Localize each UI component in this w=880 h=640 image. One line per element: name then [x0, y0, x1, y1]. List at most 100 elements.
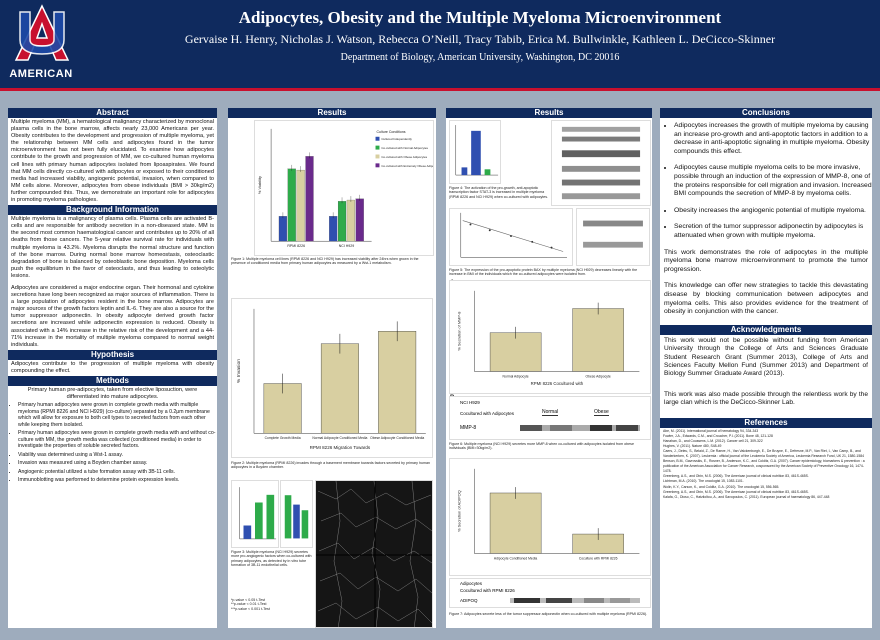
logo-wordmark: AMERICAN [9, 68, 73, 80]
legend-swatch [375, 145, 380, 150]
pvalue-note: **p-value < 0.01 t-Test [231, 602, 267, 607]
abstract-heading: Abstract [8, 108, 217, 118]
category-label: Coculture with RPMI 8226 [579, 556, 618, 560]
category-label: Adipocyte Conditioned Media [494, 556, 537, 560]
legend-swatch [375, 163, 380, 168]
results-column-left: Results % Viability RPMI 8226 NCI H929 Cult… [228, 108, 436, 628]
pvalue-note: *p-value < 0.05 t-Test [231, 598, 266, 602]
abstract-text: Multiple myeloma (MM), a hematological m… [11, 119, 215, 204]
category-label: Complete Growth Media [265, 436, 301, 440]
methods-item: Viability was determined using a Wst-1 a… [18, 452, 217, 459]
data-bar [489, 332, 542, 372]
data-bar [278, 216, 287, 242]
data-bar [378, 331, 417, 434]
legend-label: Co-cultured with Extremely Obese Adipocy… [381, 164, 434, 168]
data-bar [572, 308, 624, 372]
reference-item: Benson, B.M., Gavrovskis, E., Rosner, B.… [663, 459, 865, 474]
figure-6-caption: Figure 6: Multiple myeloma (NCI H929) se… [449, 442, 634, 451]
conclusions-list: Adipocytes increases the growth of multi… [660, 122, 872, 241]
methods-item: Angiogenic potential utilized a tube for… [18, 469, 217, 476]
blot-band-strip [510, 598, 640, 603]
data-bar [355, 198, 364, 242]
blot-label: Adipocytes [460, 581, 483, 586]
tube-formation-micrographs [316, 481, 432, 627]
data-bar [296, 169, 305, 242]
figure-5-bax-regression [449, 208, 573, 266]
acknowledgments-body: This work would not be possible without … [660, 335, 872, 410]
conclusion-item: Adipocytes increases the growth of multi… [674, 122, 872, 156]
legend-label: Cultured Independently [381, 137, 412, 141]
conclusion-item: Secretion of the tumor suppressor adipon… [674, 223, 872, 240]
figure-3-tube-chart [231, 480, 279, 548]
pvalue-legend: *p-value < 0.05 t-Test **p-value < 0.01 … [231, 598, 313, 611]
conclusion-summary-2: This knowledge can offer new strategies … [664, 282, 868, 316]
hypothesis-heading: Hypothesis [8, 349, 217, 360]
references-heading: References [660, 417, 872, 428]
hypothesis-text: Adipocytes contribute to the progression… [11, 360, 214, 374]
reference-item: Fowler, J.A., Edwards, C.M., and Crouche… [663, 433, 773, 438]
methods-item: Invasion was measured using a Boyden cha… [18, 460, 217, 467]
results-heading-right: Results [446, 108, 652, 118]
figure-2-caption: Figure 2: Multiple myeloma (RPMI 8226) i… [231, 461, 430, 470]
background-paragraph-2: Adipocytes are considered a major endocr… [11, 284, 214, 348]
pvalue-note: ***p-value < 0.001 t-Test [231, 606, 270, 611]
figure-4-caption: Figure 4: The activation of the pro-grow… [449, 186, 549, 199]
methods-intro: Primary human pre-adipocytes, taken from… [27, 387, 198, 401]
data-bar [305, 156, 314, 242]
data-bar [489, 492, 542, 554]
x-axis-label: RPMI 8226 Cocultured with [531, 381, 584, 386]
figure-7-western-blot: Adipocytes Cocultured with RPMI 8226 ADI… [449, 578, 651, 608]
american-university-logo [14, 4, 70, 61]
figure-3-tube-chart-2 [280, 480, 313, 548]
y-axis-label: % Secretion of ADIPOQ [457, 490, 462, 532]
results-column-right: Results Figure 4: The activation of the … [446, 108, 652, 628]
acknowledgments-paragraph-2: This work was also made possible through… [664, 390, 868, 407]
reference-item: Caers, J., Deleu, S., Belaid, Z., De Rae… [663, 448, 864, 458]
methods-list: Primary human adipocytes were grown in c… [8, 402, 217, 484]
y-axis-label: % Secretion of MMP-8 [457, 312, 462, 351]
legend-label: Co-cultured with Normal Adipocytes [381, 146, 428, 150]
poster-header: AMERICAN Adipocytes, Obesity and the Mul… [0, 0, 880, 88]
figure-6-mmp8-chart: % Secretion of MMP-8 Normal Adipocyte Obes… [449, 280, 651, 394]
data-bar [346, 199, 355, 242]
figure-2-invasion-chart: % Invasion Complete Growth Media Normal Ad… [231, 298, 433, 458]
legend-swatch [375, 136, 380, 141]
blot-label: Cocultured with RPMI 8226 [460, 588, 515, 593]
blot-band-strip [520, 425, 640, 431]
figure-3-caption: Figure 3: Multiple myeloma (NCI H929) se… [231, 550, 312, 568]
blot-label: Cocultured with Adipocytes [460, 411, 515, 416]
figure-7-adiponectin-chart: % Secretion of ADIPOQ Adipocyte Condition… [449, 458, 651, 576]
blot-header-obese: Obese [594, 409, 609, 416]
blot-label: MMP-8 [460, 425, 477, 431]
legend-label: Co-cultured with Obese Adipocytes [381, 155, 427, 159]
conclusions-column: Conclusions Adipocytes increases the gro… [660, 108, 872, 628]
category-label: Obese Adipocyte Conditioned Media [370, 436, 424, 440]
legend-title: Culture Conditions [377, 130, 406, 134]
reference-item: Greenberg, A.S., and Obin, M.S. (2006). … [663, 474, 809, 479]
poster-title: Adipocytes, Obesity and the Multiple Mye… [238, 8, 722, 27]
left-column: Abstract Multiple myeloma (MM), a hemato… [8, 108, 217, 628]
blot-label: NCI H929 [460, 400, 480, 405]
acknowledgments-paragraph-1: This work would not be possible without … [664, 336, 868, 378]
y-axis-label: % Invasion [236, 359, 242, 383]
reference-item: Greenberg, A.S., and Obin, M.S. (2006). … [663, 489, 809, 494]
reference-item: Hanahan, D., and Coussens, L.M. (2012). … [663, 438, 763, 443]
category-label: Obese Adipocyte [586, 374, 611, 378]
reference-item: Abe, M. (2011). International journal of… [663, 428, 759, 433]
conclusion-item: Adipocytes cause multiple myeloma cells … [674, 164, 872, 198]
reference-item: Lichtman, M.A. (2010). The oncologist 15… [663, 479, 744, 484]
results-heading-left: Results [228, 108, 436, 118]
background-paragraph-1: Multiple myeloma is a malignancy of plas… [11, 216, 214, 279]
methods-heading: Methods [8, 376, 217, 386]
data-bar [320, 343, 359, 434]
figure-1-caption: Figure 1: Multiple myeloma cell lines (R… [231, 257, 419, 266]
reference-item: Kalafa, G., Dioso, C., Hatziioltou, A., … [663, 494, 830, 499]
methods-item: Primary human adipocytes were grown in c… [18, 430, 217, 450]
figure-1-viability-chart: % Viability RPMI 8226 NCI H929 Culture Cond… [254, 120, 434, 256]
reference-item: Wolin, K.Y., Carson, K., and Colditz, G.… [663, 484, 780, 489]
conclusions-heading: Conclusions [660, 108, 872, 118]
legend-swatch [375, 154, 380, 159]
data-bar [337, 201, 347, 242]
blot-header-normal: Normal [542, 409, 559, 416]
category-label: NCI H929 [339, 244, 355, 248]
